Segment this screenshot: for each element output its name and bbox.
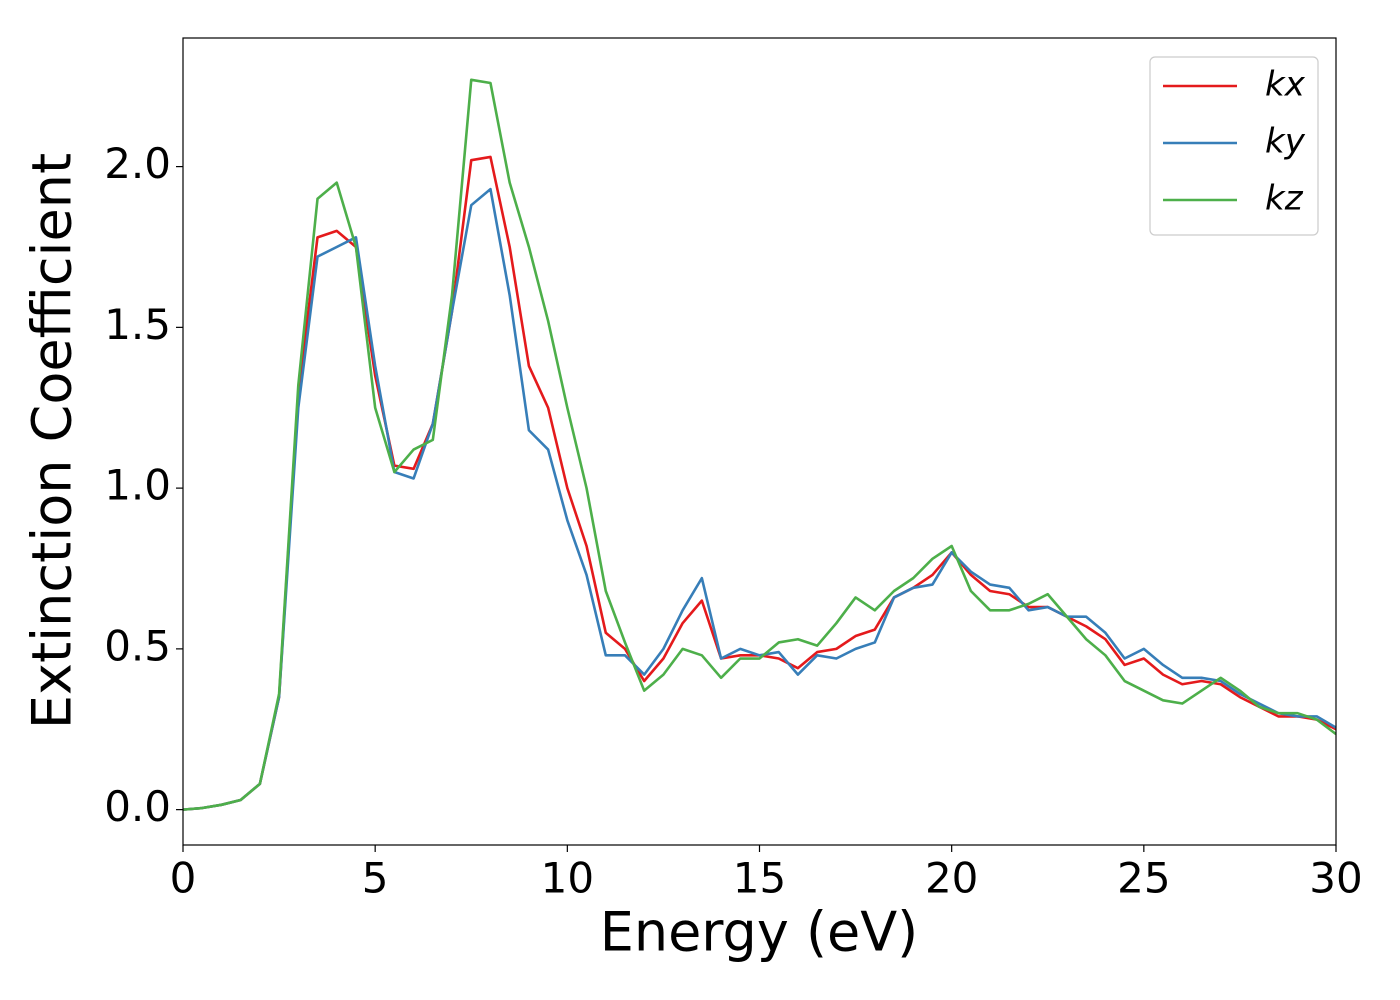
legend-label: kz bbox=[1265, 179, 1304, 219]
x-tick-label: 10 bbox=[541, 854, 594, 903]
x-tick-label: 5 bbox=[362, 854, 389, 903]
y-tick-label: 1.5 bbox=[104, 300, 171, 349]
x-tick-label: 25 bbox=[1117, 854, 1170, 903]
x-axis-label: Energy (eV) bbox=[600, 901, 919, 964]
y-tick-label: 0.0 bbox=[104, 782, 171, 831]
line-series bbox=[183, 187, 1336, 811]
x-tick-label: 15 bbox=[733, 854, 786, 903]
line-series bbox=[183, 78, 1336, 811]
y-axis-label: Extinction Coefficient bbox=[21, 153, 84, 729]
legend-box bbox=[1149, 56, 1319, 236]
x-tick-label: 20 bbox=[925, 854, 978, 903]
y-tick-label: 1.0 bbox=[104, 461, 171, 510]
y-tick-label: 0.5 bbox=[104, 621, 171, 670]
y-tick-label: 2.0 bbox=[104, 139, 171, 188]
x-tick-label: 0 bbox=[170, 854, 197, 903]
plot-frame bbox=[182, 37, 1337, 846]
x-tick-label: 30 bbox=[1309, 854, 1362, 903]
legend-label: kx bbox=[1265, 65, 1306, 105]
legend-label: ky bbox=[1265, 122, 1306, 162]
